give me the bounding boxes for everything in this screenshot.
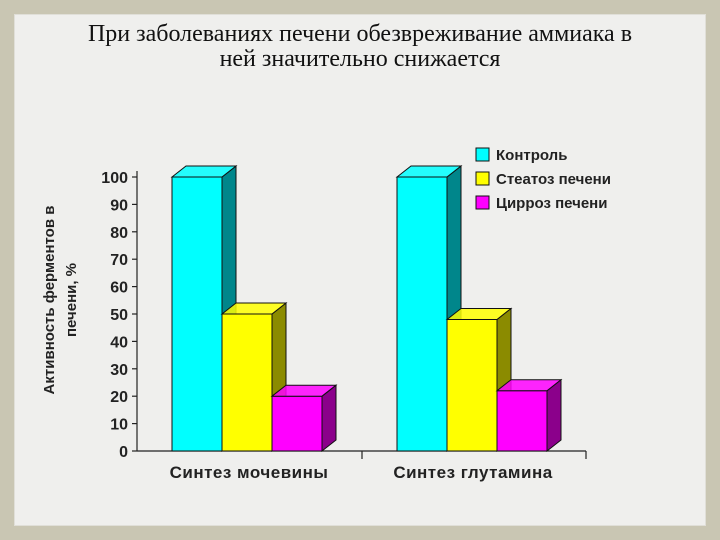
y-tick-label: 100 [101,170,128,187]
legend-swatch [475,147,490,162]
bar [395,164,463,453]
slide-title: При заболеваниях печени обезвреживание а… [0,22,720,72]
y-tick-label: 20 [110,389,128,406]
y-tick-label: 70 [110,252,128,269]
y-tick-label: 60 [110,280,128,297]
bar-top [395,165,463,178]
bar-front [396,176,448,452]
bar-top [220,302,288,315]
bar-front [446,318,498,452]
x-category-label: Синтез мочевины [170,463,329,482]
legend-swatch [475,171,490,186]
slide-title-line-2: ней значительно снижается [219,46,501,72]
y-tick-label: 40 [110,334,128,351]
bar-front [271,395,323,452]
chart-tick-labels: 0 10 20 30 40 50 60 70 80 90 100 [101,170,128,461]
y-tick-label: 80 [110,225,128,242]
y-tick-label: 90 [110,197,128,214]
y-axis-label-line-1: Активность ферментов в [41,206,58,395]
bar-top [170,165,238,178]
bar-top [495,379,563,392]
legend-swatch [475,195,490,210]
y-axis-label-line-2: печени, % [63,263,80,337]
y-tick-label: 0 [119,444,128,461]
bar-front [171,176,223,452]
bar-top [270,384,338,397]
legend-label: Контроль [496,147,567,164]
y-tick-label: 30 [110,362,128,379]
bar [270,384,338,453]
bar-top [445,307,513,320]
bar-front [496,390,548,452]
bar [495,378,563,453]
chart-y-axis-label: Активность ферментов в печени, % [41,206,80,395]
chart-legend: Контроль Стеатоз печени Цирроз печени [475,147,611,212]
legend-label: Цирроз печени [496,195,607,212]
slide [14,14,706,526]
y-tick-label: 10 [110,417,128,434]
chart-bars [170,164,563,453]
legend-label: Стеатоз печени [496,171,611,188]
chart-category-labels: Синтез мочевины Синтез глутамина [170,463,553,482]
x-category-label: Синтез глутамина [393,463,552,482]
slide-title-line-1: При заболеваниях печени обезвреживание а… [87,21,633,47]
y-tick-label: 50 [110,307,128,324]
bar-side [546,378,562,453]
bar-front [221,313,273,452]
